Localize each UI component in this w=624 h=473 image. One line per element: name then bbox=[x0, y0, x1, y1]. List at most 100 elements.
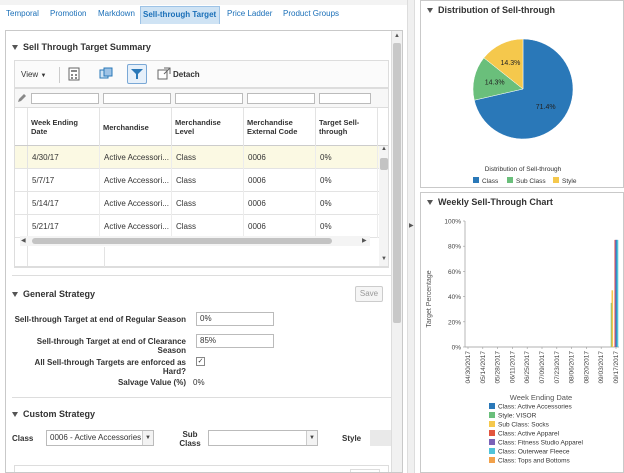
collapse-right-icon[interactable]: ▶ bbox=[409, 223, 414, 229]
regular-season-label: Sell-through Target at end of Regular Se… bbox=[14, 315, 186, 324]
column-header[interactable]: Target Sell-through bbox=[316, 108, 378, 146]
table-cell: Active Accessori... bbox=[100, 146, 172, 169]
x-tick-label: 04/30/2017 bbox=[465, 351, 472, 384]
hard-targets-label: All Sell-through Targets are enforced as… bbox=[34, 358, 186, 376]
column-header[interactable]: Week Ending Date bbox=[28, 108, 100, 146]
legend-entry: Style: VISOR bbox=[498, 413, 537, 420]
summary-title: Sell Through Target Summary bbox=[23, 42, 151, 52]
legend-entry: Sub Class: Socks bbox=[498, 422, 550, 429]
subclass-select[interactable]: ▼ bbox=[208, 430, 318, 446]
x-tick-label: 07/23/2017 bbox=[554, 351, 561, 384]
section-divider bbox=[12, 397, 392, 398]
class-label: Class bbox=[12, 434, 34, 443]
tab-promotion[interactable]: Promotion bbox=[50, 9, 87, 18]
filter-target-sell-through[interactable] bbox=[319, 93, 371, 104]
collapse-triangle-icon[interactable] bbox=[427, 200, 433, 206]
filter-merchandise[interactable] bbox=[103, 93, 171, 104]
distribution-header[interactable]: Distribution of Sell-through bbox=[427, 5, 555, 15]
legend-entry: Class: Fitness Studio Apparel bbox=[498, 440, 583, 447]
scroll-thumb[interactable] bbox=[380, 158, 388, 170]
collapse-triangle-icon[interactable] bbox=[12, 45, 18, 51]
salvage-value: 0% bbox=[193, 378, 205, 387]
x-tick-label: 09/17/2017 bbox=[613, 351, 620, 384]
custom-strategy-header[interactable]: Custom Strategy bbox=[12, 409, 95, 419]
bar-sub-class-socks[interactable] bbox=[611, 290, 614, 347]
pie-data-label: 14.3% bbox=[500, 60, 520, 67]
y-tick-label: 80% bbox=[448, 244, 461, 251]
filter-toggle-button[interactable] bbox=[127, 64, 147, 84]
pie-data-label: 71.4% bbox=[536, 104, 556, 111]
calculator-icon[interactable] bbox=[67, 67, 81, 81]
legend-swatch bbox=[489, 439, 495, 445]
column-header[interactable]: Merchandise Level bbox=[172, 108, 244, 146]
scroll-left-icon[interactable]: ◀ bbox=[21, 238, 26, 244]
summary-header[interactable]: Sell Through Target Summary bbox=[12, 42, 151, 52]
table-cell: Active Accessori... bbox=[100, 169, 172, 192]
freeze-columns-icon[interactable] bbox=[99, 67, 113, 81]
table-row[interactable]: 5/21/17 Active Accessori... Class 0006 0… bbox=[15, 215, 388, 238]
scroll-thumb[interactable] bbox=[32, 238, 332, 244]
style-select[interactable] bbox=[370, 430, 392, 446]
table-horizontal-scrollbar[interactable]: ◀ ▶ bbox=[20, 236, 370, 246]
panel-splitter[interactable]: ▶ bbox=[407, 0, 415, 473]
table-row[interactable]: 5/14/17 Active Accessori... Class 0006 0… bbox=[15, 192, 388, 215]
detach-button[interactable]: Detach bbox=[173, 70, 200, 79]
general-strategy-header[interactable]: General Strategy bbox=[12, 289, 95, 299]
row-selector[interactable] bbox=[15, 215, 28, 237]
table-cell: 5/14/17 bbox=[28, 192, 100, 215]
legend-entry: Class: Active Apparel bbox=[498, 431, 560, 438]
hard-targets-checkbox[interactable]: ✓ bbox=[196, 357, 205, 366]
filter-merchandise-level[interactable] bbox=[175, 93, 243, 104]
class-select[interactable]: 0006 - Active Accessories ▼ bbox=[46, 430, 154, 446]
row-selector[interactable] bbox=[15, 146, 28, 168]
collapse-triangle-icon[interactable] bbox=[12, 292, 18, 298]
edit-pencil-icon[interactable] bbox=[17, 93, 27, 103]
panel-vertical-scrollbar[interactable]: ▲ bbox=[391, 31, 402, 472]
table-vertical-scrollbar[interactable]: ▲ ▼ bbox=[379, 146, 388, 266]
column-header[interactable]: Merchandise External Code bbox=[244, 108, 316, 146]
pie-slice-class[interactable] bbox=[473, 38, 574, 140]
tab-product-groups[interactable]: Product Groups bbox=[283, 9, 340, 18]
custom-strategy-table bbox=[14, 465, 389, 472]
table-row[interactable]: 4/30/17 Active Accessori... Class 0006 0… bbox=[15, 146, 388, 169]
legend-swatch bbox=[489, 457, 495, 463]
scroll-up-icon[interactable]: ▲ bbox=[381, 146, 387, 152]
tab-sell-through-target[interactable]: Sell-through Target bbox=[140, 6, 220, 24]
tab-temporal[interactable]: Temporal bbox=[6, 9, 39, 18]
scroll-thumb[interactable] bbox=[393, 43, 401, 323]
regular-season-input[interactable]: 0% bbox=[196, 312, 274, 326]
bar-class-outerwear-fleece[interactable] bbox=[616, 239, 619, 347]
view-menu-button[interactable]: View ▼ bbox=[21, 66, 46, 84]
detach-icon[interactable] bbox=[157, 67, 171, 81]
clearance-season-label: Sell-through Target at end of Clearance … bbox=[36, 337, 186, 355]
legend-swatch bbox=[489, 421, 495, 427]
table-cell: Class bbox=[172, 146, 244, 169]
scroll-down-icon[interactable]: ▼ bbox=[381, 256, 387, 262]
footer-divider bbox=[104, 247, 105, 267]
scroll-right-icon[interactable]: ▶ bbox=[362, 238, 367, 244]
filter-week-ending-date[interactable] bbox=[31, 93, 99, 104]
row-selector[interactable] bbox=[15, 169, 28, 191]
column-header[interactable]: Merchandise bbox=[100, 108, 172, 146]
collapse-triangle-icon[interactable] bbox=[427, 8, 433, 14]
table-cell: 0% bbox=[316, 146, 378, 169]
weekly-header[interactable]: Weekly Sell-Through Chart bbox=[427, 197, 553, 207]
save-button[interactable]: Save bbox=[355, 286, 383, 302]
legend-entry: Class bbox=[482, 178, 499, 185]
scroll-up-icon[interactable]: ▲ bbox=[394, 33, 400, 39]
row-select-gutter bbox=[15, 239, 28, 267]
legend-swatch bbox=[553, 177, 559, 183]
tab-markdown[interactable]: Markdown bbox=[98, 9, 135, 18]
pie-slice-style[interactable] bbox=[483, 38, 524, 90]
row-selector[interactable] bbox=[15, 192, 28, 214]
chevron-down-icon: ▼ bbox=[306, 431, 317, 445]
custom-strategy-button[interactable] bbox=[350, 469, 380, 472]
table-cell: Class bbox=[172, 192, 244, 215]
table-row[interactable]: 5/7/17 Active Accessori... Class 0006 0% bbox=[15, 169, 388, 192]
table-cell: 0006 bbox=[244, 146, 316, 169]
y-tick-label: 20% bbox=[448, 319, 461, 326]
tab-price-ladder[interactable]: Price Ladder bbox=[227, 9, 273, 18]
filter-external-code[interactable] bbox=[247, 93, 315, 104]
collapse-triangle-icon[interactable] bbox=[12, 412, 18, 418]
clearance-season-input[interactable]: 85% bbox=[196, 334, 274, 348]
